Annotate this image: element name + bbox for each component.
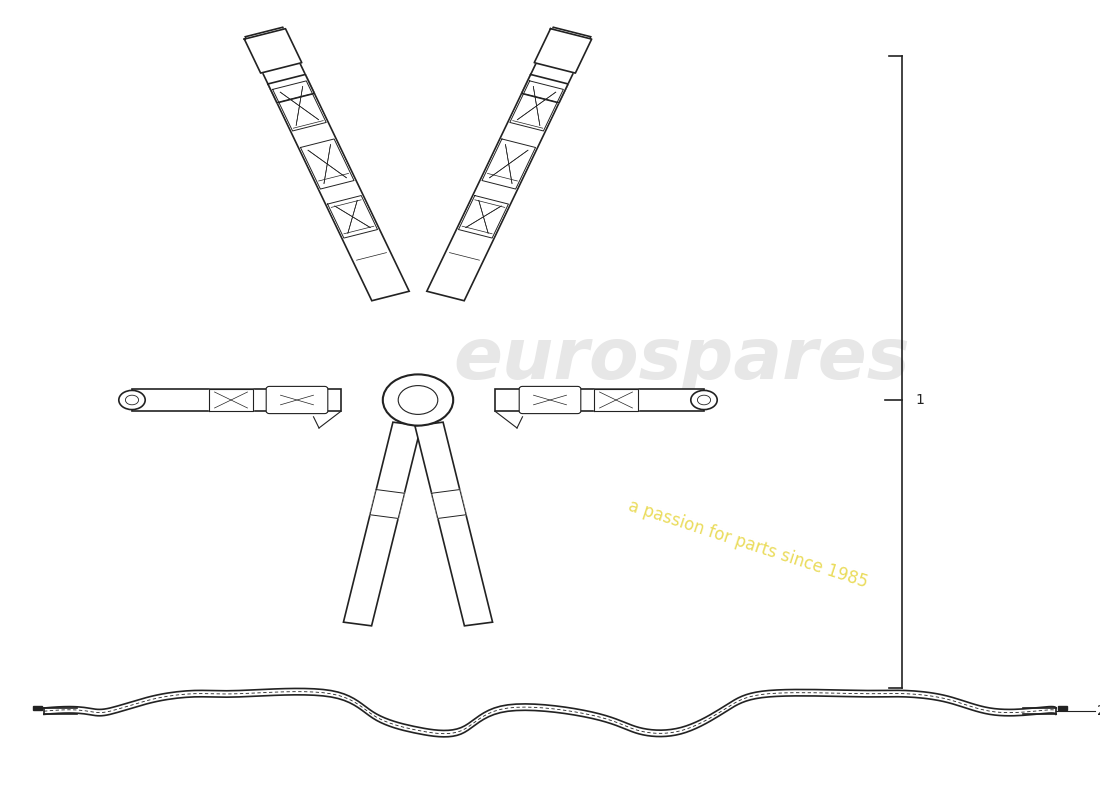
Text: 1: 1 xyxy=(915,393,924,407)
Polygon shape xyxy=(427,27,591,301)
Circle shape xyxy=(697,395,711,405)
Polygon shape xyxy=(482,139,536,189)
Polygon shape xyxy=(431,490,466,518)
Circle shape xyxy=(691,390,717,410)
Text: 2: 2 xyxy=(1097,704,1100,718)
Polygon shape xyxy=(521,74,568,103)
FancyBboxPatch shape xyxy=(519,386,581,414)
Polygon shape xyxy=(343,422,421,626)
FancyBboxPatch shape xyxy=(266,386,328,414)
Polygon shape xyxy=(594,389,638,411)
Circle shape xyxy=(125,395,139,405)
Text: a passion for parts since 1985: a passion for parts since 1985 xyxy=(626,497,870,591)
Polygon shape xyxy=(535,29,592,73)
Polygon shape xyxy=(459,195,508,238)
Text: eurospares: eurospares xyxy=(453,326,911,394)
Bar xyxy=(33,706,42,710)
Polygon shape xyxy=(268,74,315,103)
Circle shape xyxy=(119,390,145,410)
Circle shape xyxy=(383,374,453,426)
Polygon shape xyxy=(370,490,405,518)
Polygon shape xyxy=(209,389,253,411)
Polygon shape xyxy=(244,29,301,73)
Polygon shape xyxy=(273,81,327,131)
Polygon shape xyxy=(132,389,341,411)
Polygon shape xyxy=(300,139,354,189)
Polygon shape xyxy=(415,422,493,626)
Polygon shape xyxy=(495,389,704,411)
Bar xyxy=(1058,706,1067,710)
Polygon shape xyxy=(509,81,563,131)
Polygon shape xyxy=(245,27,409,301)
Polygon shape xyxy=(328,195,377,238)
Circle shape xyxy=(398,386,438,414)
